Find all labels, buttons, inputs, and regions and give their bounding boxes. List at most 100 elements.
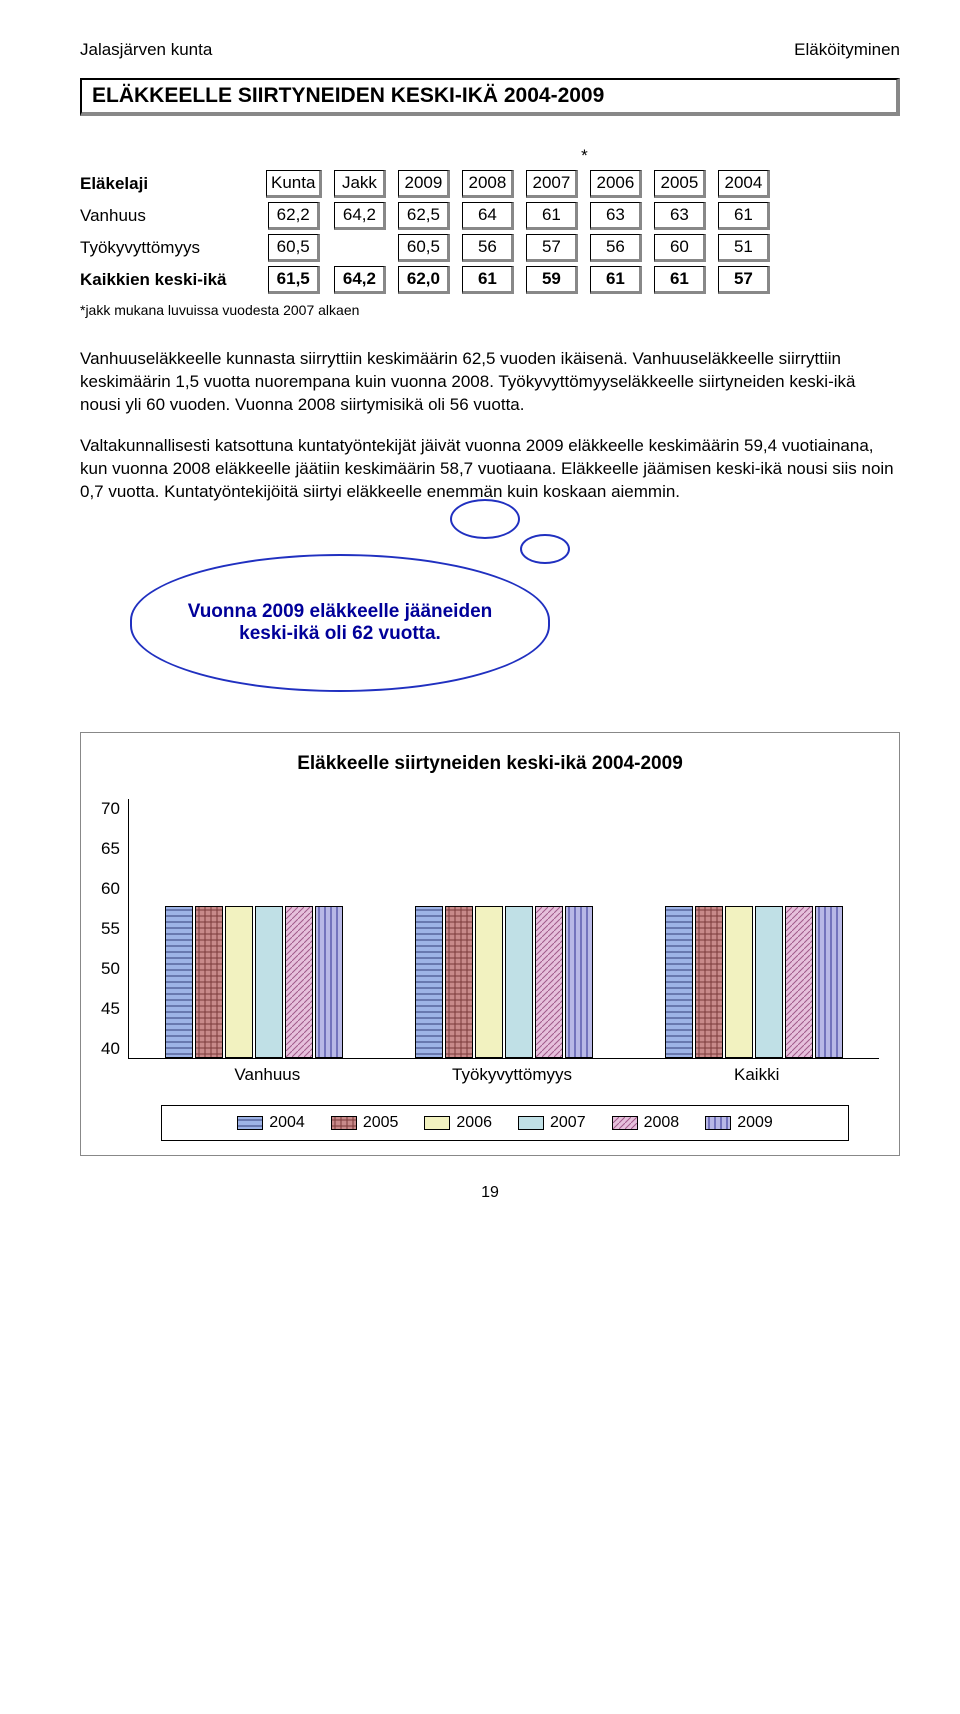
table-row: Työkyvyttömyys60,560,55657566051 <box>80 232 776 264</box>
bar <box>315 906 343 1058</box>
row-label: Kaikkien keski-ikä <box>80 264 260 296</box>
page-header: Jalasjärven kunta Eläköityminen <box>80 40 900 60</box>
table-cell: 63 <box>584 200 648 232</box>
header-left: Jalasjärven kunta <box>80 40 212 60</box>
bar <box>475 906 503 1058</box>
table-cell: 62,2 <box>260 200 328 232</box>
table-cell: 61 <box>456 264 520 296</box>
table-cell: 64,2 <box>328 200 392 232</box>
bubble-text: Vuonna 2009 eläkkeelle jääneiden keski-i… <box>130 554 550 692</box>
table-cell: 61 <box>584 264 648 296</box>
asterisk: * <box>392 144 776 168</box>
table-cell: 59 <box>520 264 584 296</box>
chart-container: Eläkkeelle siirtyneiden keski-ikä 2004-2… <box>80 732 900 1156</box>
bar <box>445 906 473 1058</box>
bar <box>785 906 813 1058</box>
legend-swatch <box>237 1116 263 1130</box>
bar <box>415 906 443 1058</box>
col-header: 2006 <box>590 170 642 198</box>
col-header: 2009 <box>398 170 450 198</box>
bar <box>225 906 253 1058</box>
table-asterisk-row: * <box>80 144 776 168</box>
y-tick: 55 <box>101 919 120 939</box>
bar <box>285 906 313 1058</box>
y-tick: 60 <box>101 879 120 899</box>
table-cell: 64,2 <box>328 264 392 296</box>
bar <box>725 906 753 1058</box>
legend-item: 2007 <box>518 1114 586 1132</box>
page: Jalasjärven kunta Eläköityminen ELÄKKEEL… <box>0 0 960 1232</box>
y-tick: 65 <box>101 839 120 859</box>
thought-bubble: Vuonna 2009 eläkkeelle jääneiden keski-i… <box>130 554 550 692</box>
table-cell: 61 <box>520 200 584 232</box>
chart-title: Eläkkeelle siirtyneiden keski-ikä 2004-2… <box>101 753 879 775</box>
table-cell: 60,5 <box>260 232 328 264</box>
row-label: Työkyvyttömyys <box>80 232 260 264</box>
bar <box>755 906 783 1058</box>
table-footnote: *jakk mukana luvuissa vuodesta 2007 alka… <box>80 302 900 318</box>
col-header: 2007 <box>526 170 578 198</box>
legend-item: 2004 <box>237 1114 305 1132</box>
bar <box>505 906 533 1058</box>
table-cell: 61 <box>648 264 712 296</box>
table-cell: 51 <box>712 232 776 264</box>
legend-label: 2005 <box>363 1114 399 1132</box>
table-cell: 61 <box>712 200 776 232</box>
table-cell: 56 <box>456 232 520 264</box>
legend-label: 2004 <box>269 1114 305 1132</box>
x-label: Kaikki <box>634 1065 879 1085</box>
table-cell: 62,0 <box>392 264 456 296</box>
table-cell: 56 <box>584 232 648 264</box>
bar <box>665 906 693 1058</box>
table-cell: 57 <box>520 232 584 264</box>
table-cell: 61,5 <box>260 264 328 296</box>
legend-item: 2009 <box>705 1114 773 1132</box>
x-label: Vanhuus <box>145 1065 390 1085</box>
legend-item: 2005 <box>331 1114 399 1132</box>
col-header: Kunta <box>266 170 322 198</box>
table-row: Kaikkien keski-ikä61,564,262,06159616157 <box>80 264 776 296</box>
legend-swatch <box>518 1116 544 1130</box>
table-cell: 63 <box>648 200 712 232</box>
table-cell: 60,5 <box>392 232 456 264</box>
chart-legend: 2004 2005 2006 2007 2008 2009 <box>161 1105 849 1141</box>
bar <box>565 906 593 1058</box>
col-header: 2008 <box>462 170 514 198</box>
x-axis-labels: VanhuusTyökyvyttömyysKaikki <box>145 1065 879 1085</box>
col-header: 2005 <box>654 170 706 198</box>
legend-label: 2006 <box>456 1114 492 1132</box>
legend-label: 2007 <box>550 1114 586 1132</box>
table-cell: 62,5 <box>392 200 456 232</box>
page-number: 19 <box>80 1184 900 1202</box>
table-cell: 57 <box>712 264 776 296</box>
bar-group <box>129 906 379 1058</box>
legend-swatch <box>612 1116 638 1130</box>
y-tick: 40 <box>101 1039 120 1059</box>
y-tick: 45 <box>101 999 120 1019</box>
table-row: Vanhuus62,264,262,56461636361 <box>80 200 776 232</box>
legend-swatch <box>331 1116 357 1130</box>
table-cell: 60 <box>648 232 712 264</box>
data-table: * Eläkelaji Kunta Jakk 2009 2008 2007 20… <box>80 144 776 296</box>
legend-item: 2008 <box>612 1114 680 1132</box>
y-tick: 70 <box>101 799 120 819</box>
bar <box>255 906 283 1058</box>
table-cell <box>328 232 392 264</box>
col-header: Jakk <box>334 170 386 198</box>
paragraph: Vanhuuseläkkeelle kunnasta siirryttiin k… <box>80 348 900 417</box>
y-axis: 70656055504540 <box>101 799 128 1059</box>
table-head-row: Eläkelaji Kunta Jakk 2009 2008 2007 2006… <box>80 168 776 200</box>
table-cell: 64 <box>456 200 520 232</box>
paragraph: Valtakunnallisesti katsottuna kuntatyönt… <box>80 435 900 504</box>
bubble-icon <box>450 499 520 539</box>
bar <box>695 906 723 1058</box>
bar-group <box>379 906 629 1058</box>
bar <box>535 906 563 1058</box>
col-header: 2004 <box>718 170 770 198</box>
page-title: ELÄKKEELLE SIIRTYNEIDEN KESKI-IKÄ 2004-2… <box>80 78 900 116</box>
legend-item: 2006 <box>424 1114 492 1132</box>
x-label: Työkyvyttömyys <box>390 1065 635 1085</box>
row-label: Vanhuus <box>80 200 260 232</box>
table-head-label: Eläkelaji <box>80 168 260 200</box>
bubble-icon <box>520 534 570 564</box>
